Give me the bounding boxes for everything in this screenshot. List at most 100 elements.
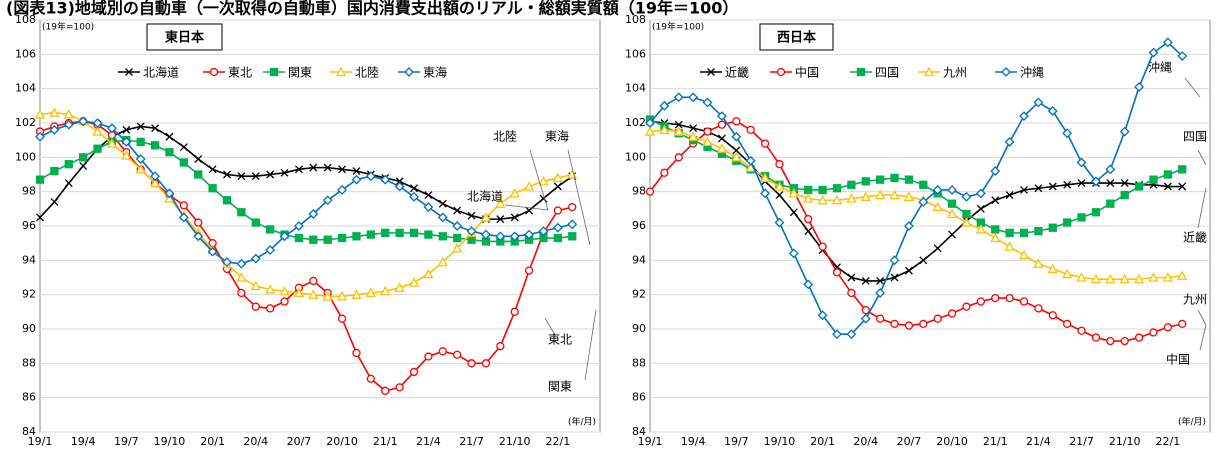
data-point — [539, 194, 548, 203]
data-point — [803, 279, 814, 290]
data-point — [495, 198, 506, 208]
data-point — [759, 172, 771, 183]
data-point — [774, 181, 785, 191]
legend-marker — [404, 67, 414, 77]
annotation: 九州 — [1183, 293, 1207, 307]
y-tick-label: 100 — [15, 150, 36, 163]
y-tick-label: 104 — [15, 82, 36, 95]
data-point — [538, 175, 549, 186]
panel: 84 86 88 90 92 94 96 98 100 102 104 106 108 19/1 19/4 1… — [625, 13, 1211, 448]
data-point — [1063, 319, 1072, 329]
data-point — [495, 231, 506, 242]
data-point — [745, 155, 756, 166]
data-point — [510, 307, 519, 316]
data-point — [1178, 182, 1187, 191]
data-point — [674, 153, 683, 162]
panel-label: 西日本 — [777, 30, 816, 46]
data-point — [1047, 263, 1058, 274]
x-tick-label: 21/7 — [459, 435, 484, 448]
data-point — [1106, 336, 1115, 346]
x-tick-label: 19/1 — [28, 435, 53, 448]
index-note: (19年=100) — [652, 21, 704, 33]
data-point — [496, 215, 505, 224]
data-point — [860, 191, 871, 201]
data-point — [265, 245, 276, 255]
data-point — [524, 181, 535, 191]
data-point — [962, 302, 971, 311]
x-tick-label: 20/7 — [287, 435, 312, 448]
chart-title: (図表13)地域別の自動車（一次取得の自動車）国内消費支出額のリアル・総額実質額… — [6, 0, 738, 18]
data-point — [1163, 170, 1173, 179]
data-point — [179, 143, 188, 151]
data-point — [92, 118, 103, 128]
leader-line — [1197, 187, 1207, 229]
data-point — [194, 155, 203, 164]
data-point — [136, 137, 145, 147]
data-point — [567, 219, 578, 230]
data-point — [49, 124, 60, 135]
y-tick-label: 92 — [632, 288, 646, 301]
data-point — [847, 273, 856, 282]
data-point — [1148, 47, 1159, 58]
data-point — [194, 218, 203, 227]
data-point — [352, 348, 361, 358]
data-point — [107, 123, 117, 134]
data-point — [92, 126, 103, 136]
data-point — [337, 233, 347, 243]
data-point — [164, 188, 175, 199]
annotation: 東海 — [545, 129, 569, 144]
data-point — [847, 288, 856, 298]
data-point — [746, 125, 755, 135]
data-point — [266, 304, 275, 313]
data-point — [553, 182, 562, 191]
data-point — [424, 191, 433, 200]
legend-marker — [335, 66, 347, 77]
data-point — [279, 231, 290, 242]
data-point — [538, 226, 549, 237]
panel-label: 東日本 — [165, 30, 204, 46]
data-point — [351, 174, 362, 185]
data-point — [1005, 293, 1014, 303]
y-tick-label: 102 — [15, 116, 36, 129]
data-point — [453, 350, 462, 359]
data-point — [975, 188, 986, 199]
data-point — [775, 160, 784, 169]
data-point — [1178, 319, 1187, 329]
data-point — [251, 302, 260, 311]
data-point — [251, 172, 260, 181]
data-point — [135, 163, 146, 174]
data-point — [904, 221, 914, 231]
data-point — [932, 201, 943, 212]
x-tick-label: 21/4 — [1026, 435, 1051, 448]
data-point — [1178, 165, 1187, 174]
data-point — [788, 248, 799, 259]
data-point — [381, 228, 390, 238]
leader-line — [544, 317, 556, 336]
data-point — [904, 175, 914, 184]
data-point — [568, 202, 577, 212]
data-point — [919, 180, 928, 189]
data-point — [236, 272, 247, 282]
data-point — [1019, 228, 1029, 238]
data-point — [308, 289, 319, 299]
legend-label: 東海 — [423, 65, 447, 80]
data-point — [524, 266, 534, 275]
data-point — [1163, 182, 1172, 191]
data-point — [904, 266, 913, 275]
data-point — [645, 118, 655, 128]
data-point — [890, 173, 899, 183]
data-point — [280, 168, 289, 177]
data-point — [409, 228, 419, 238]
data-point — [294, 165, 303, 174]
x-tick-label: 20/4 — [243, 435, 268, 448]
data-point — [237, 172, 246, 181]
data-point — [1077, 179, 1086, 188]
data-point — [121, 150, 132, 160]
data-point — [903, 191, 915, 201]
data-point — [34, 109, 46, 119]
data-point — [832, 268, 842, 277]
x-tick-label: 20/1 — [810, 435, 835, 448]
data-point — [717, 111, 727, 122]
data-point — [919, 256, 928, 265]
data-point — [309, 235, 318, 244]
